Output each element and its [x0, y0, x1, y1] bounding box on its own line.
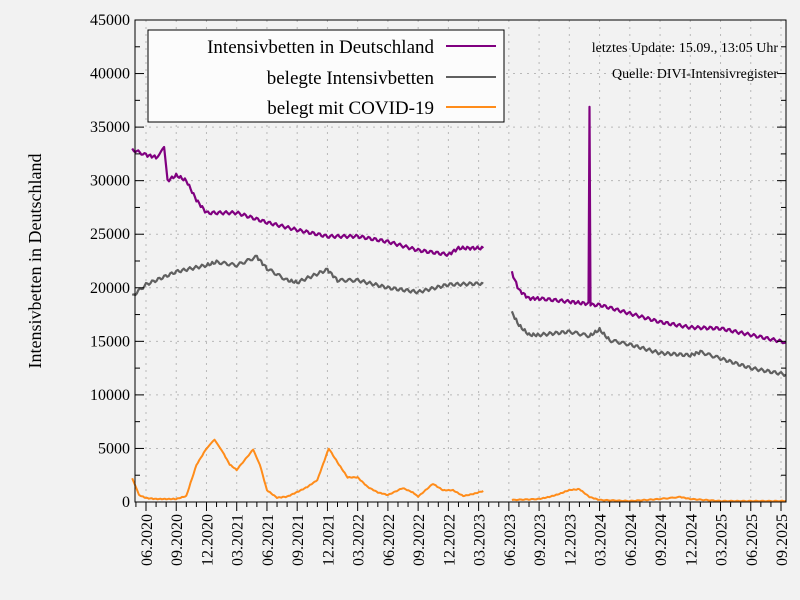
- x-tick-label: 06.2020: [139, 514, 156, 566]
- x-tick-label: 12.2024: [683, 514, 700, 566]
- source-annotation: Quelle: DIVI-Intensivregister: [612, 67, 778, 82]
- series-line-covid: [511, 487, 786, 503]
- series-line-covid: [131, 438, 484, 501]
- y-tick-label: 5000: [98, 440, 130, 457]
- x-tick-label: 09.2023: [532, 514, 549, 566]
- y-tick-label: 40000: [90, 66, 130, 83]
- x-tick-label: 06.2024: [623, 514, 640, 566]
- legend-label-occupied: belegte Intensivbetten: [267, 68, 435, 89]
- legend-label-total: Intensivbetten in Deutschland: [207, 37, 434, 58]
- x-tick-label: 06.2021: [260, 514, 277, 566]
- y-tick-label: 35000: [90, 119, 130, 136]
- y-tick-label: 0: [122, 494, 130, 511]
- legend-label-covid: belegt mit COVID-19: [267, 98, 434, 119]
- y-tick-label: 15000: [90, 333, 130, 350]
- x-tick-label: 09.2021: [290, 514, 307, 566]
- x-tick-label: 12.2023: [562, 514, 579, 566]
- x-tick-label: 12.2022: [441, 514, 458, 566]
- x-tick-label: 09.2022: [411, 514, 428, 566]
- x-tick-label: 03.2022: [351, 514, 368, 566]
- x-tick-label: 09.2020: [169, 514, 186, 566]
- axes: 0 5000 10000 15000 20000 25000 30000 35000 40000…: [90, 12, 791, 566]
- series-line-occupied: [131, 254, 484, 297]
- x-tick-label: 06.2023: [502, 514, 519, 566]
- x-tick-label: 09.2025: [774, 514, 791, 566]
- series-line-total: [510, 105, 787, 345]
- legend-box: [147, 29, 505, 123]
- legend: Intensivbetten in Deutschland belegte In…: [147, 29, 505, 123]
- x-tick-label: 06.2022: [381, 514, 398, 566]
- series-line-occupied: [510, 310, 787, 377]
- x-tick-label: 03.2025: [714, 514, 731, 566]
- x-tick-label: 03.2024: [593, 514, 610, 566]
- y-tick-label: 10000: [90, 387, 130, 404]
- x-tick-label: 12.2020: [199, 514, 216, 566]
- x-tick-label: 06.2025: [744, 514, 761, 566]
- x-tick-label: 03.2023: [472, 514, 489, 566]
- y-axis-label: Intensivbetten in Deutschland: [25, 154, 45, 369]
- x-tick-label: 09.2024: [653, 514, 670, 566]
- x-tick-label: 03.2021: [230, 514, 247, 566]
- y-tick-label: 25000: [90, 226, 130, 243]
- x-tick-label: 12.2021: [320, 514, 337, 566]
- series-layer: [131, 105, 787, 503]
- y-tick-label: 20000: [90, 280, 130, 297]
- update-annotation: letztes Update: 15.09., 13:05 Uhr: [592, 41, 779, 56]
- y-tick-label: 45000: [90, 12, 130, 29]
- series-line-total: [131, 145, 485, 257]
- y-tick-label: 30000: [90, 173, 130, 190]
